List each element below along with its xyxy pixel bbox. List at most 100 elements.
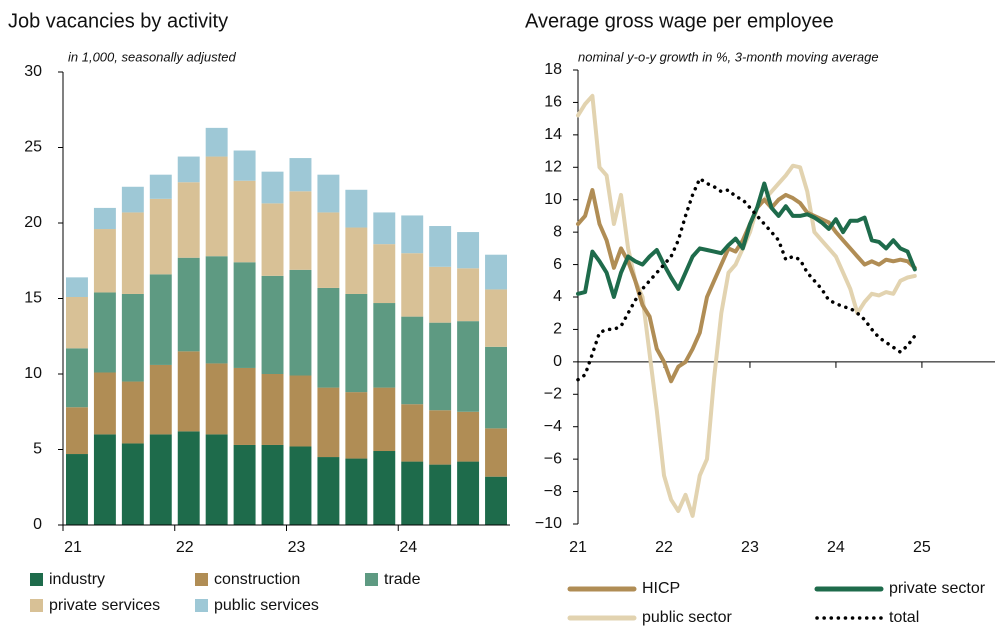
bar-segment [261, 203, 284, 276]
bar-segment [401, 404, 424, 462]
bar-segment [261, 171, 284, 204]
bar-segment [121, 443, 144, 525]
bar-segment [66, 296, 88, 349]
bar-segment [485, 428, 507, 477]
x-tick-label: 24 [827, 539, 845, 556]
y-tick-label: −2 [544, 386, 562, 403]
y-tick-label: 5 [33, 441, 42, 458]
y-tick-label: 6 [553, 256, 562, 273]
bar-segment [373, 451, 396, 525]
bar-segment [93, 229, 116, 293]
y-tick-label: 10 [544, 191, 562, 208]
bar-segment [177, 257, 200, 352]
y-tick-label: −4 [544, 418, 562, 435]
x-tick-label: 23 [741, 539, 759, 556]
bar-segment [233, 262, 256, 368]
bar-segment [121, 186, 144, 213]
bar-segment [177, 156, 200, 183]
bar-segment [317, 457, 340, 525]
bar-segment [485, 289, 507, 347]
legend-swatch [195, 599, 208, 612]
legend-label: trade [384, 571, 421, 588]
bar-segment [121, 293, 144, 382]
bar-segment [345, 458, 368, 525]
x-tick-label: 22 [176, 539, 194, 556]
line-series [576, 181, 917, 299]
chart-subtitle: nominal y-o-y growth in %, 3-month movin… [578, 49, 879, 64]
bar-segment [205, 127, 228, 157]
y-tick-label: 25 [24, 139, 42, 156]
bar-segment [177, 182, 200, 258]
bar-segment [205, 363, 228, 435]
y-tick-label: 10 [24, 365, 42, 382]
y-tick-label: 2 [553, 321, 562, 338]
x-tick-label: 22 [655, 539, 673, 556]
chart-title: Job vacancies by activity [8, 10, 228, 32]
y-tick-label: −8 [544, 483, 562, 500]
bar-segment [317, 387, 340, 458]
bar-segment [93, 372, 116, 435]
bar-segment [149, 198, 172, 275]
bar-segment [149, 174, 172, 199]
y-tick-label: −6 [544, 450, 562, 467]
bar-segment [429, 464, 452, 525]
legend-label: industry [49, 571, 105, 588]
y-tick-label: 12 [544, 159, 562, 176]
bar-segment [457, 461, 480, 525]
bar-segment [149, 364, 172, 435]
bar-segment [457, 232, 480, 269]
bar-segment [345, 189, 368, 228]
bar-segment [401, 316, 424, 405]
legend-label: private sector [889, 580, 986, 597]
bar-segment [233, 150, 256, 181]
bar-segment [317, 174, 340, 213]
bar-segment [205, 434, 228, 525]
y-tick-label: 15 [24, 290, 42, 307]
bar-segment [373, 244, 396, 304]
legend-swatch [30, 599, 43, 612]
bar-segment [289, 158, 312, 192]
y-tick-label: 16 [544, 94, 562, 111]
legend-label: public services [214, 597, 319, 614]
bar-segment [429, 266, 452, 323]
legend-swatch [195, 573, 208, 586]
bar-segment [93, 434, 116, 525]
bar-segment [66, 277, 88, 297]
bar-segment [121, 381, 144, 444]
bar-segment [485, 476, 507, 525]
bar-segment [233, 180, 256, 263]
y-tick-label: 30 [24, 63, 42, 80]
chart-subtitle: in 1,000, seasonally adjusted [68, 49, 236, 64]
bar-segment [317, 287, 340, 388]
legend-label: public sector [642, 609, 732, 626]
bar-segment [177, 431, 200, 525]
bar-segment [289, 269, 312, 376]
bar-segment [485, 346, 507, 429]
bar-segment [233, 367, 256, 445]
bar-segment [121, 212, 144, 294]
bar-segment [261, 444, 284, 525]
y-tick-label: 14 [544, 126, 562, 143]
bar-segment [289, 446, 312, 525]
bar-segment [93, 292, 116, 373]
bar-segment [177, 351, 200, 432]
bar-segment [401, 253, 424, 317]
bar-segment [149, 434, 172, 525]
bar-segment [93, 207, 116, 230]
bar-segment [261, 275, 284, 374]
y-tick-label: 4 [553, 288, 562, 305]
x-tick-label: 23 [288, 539, 306, 556]
bar-segment [401, 215, 424, 254]
bar-segment [457, 321, 480, 412]
bar-segment [149, 274, 172, 365]
bar-segment [401, 461, 424, 525]
bar-segment [66, 454, 88, 525]
bar-segment [205, 256, 228, 364]
bar-segment [429, 322, 452, 411]
x-tick-label: 25 [913, 539, 931, 556]
y-tick-label: 20 [24, 214, 42, 231]
bar-segment [317, 212, 340, 288]
bar-segment [66, 348, 88, 408]
legend-label: private services [49, 597, 160, 614]
